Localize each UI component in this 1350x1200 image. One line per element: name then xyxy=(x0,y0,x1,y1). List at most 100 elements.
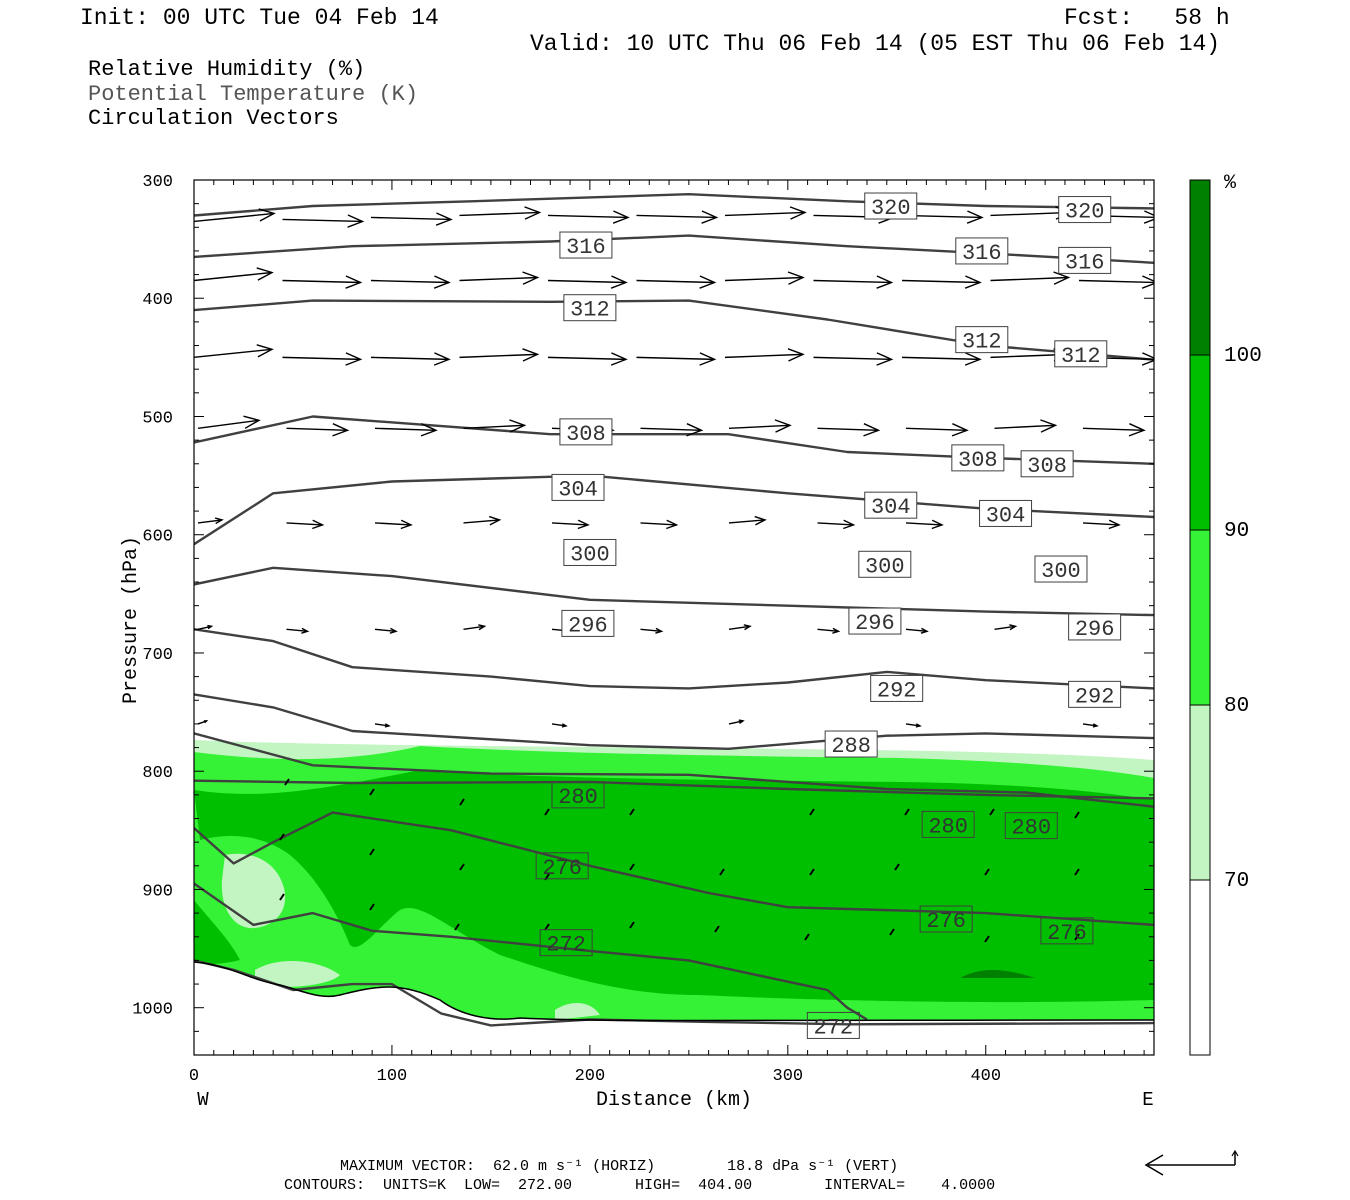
small-vector xyxy=(809,868,815,876)
theta-label-308: 308 xyxy=(559,418,613,447)
vector-arrow xyxy=(994,419,1058,433)
vector-arrow xyxy=(1078,275,1154,289)
theta-label-300: 300 xyxy=(858,550,912,579)
rh-90-100-region xyxy=(194,900,240,965)
small-vector xyxy=(459,798,465,806)
vector-arrow xyxy=(282,275,363,289)
vector-arrow xyxy=(905,423,969,437)
vector-arrow xyxy=(194,344,274,359)
theta-contour-292 xyxy=(194,693,1154,750)
small-vector xyxy=(984,935,990,943)
vector-arrow xyxy=(640,627,664,634)
theta-label-304: 304 xyxy=(864,491,918,520)
contour-info-note: CONTOURS: UNITS=K LOW= 272.00 HIGH= 404.… xyxy=(284,1177,996,1194)
small-vector xyxy=(989,808,995,816)
svg-text:272: 272 xyxy=(814,1015,854,1040)
vector-arrow xyxy=(724,206,807,220)
theta-label-292: 292 xyxy=(1068,680,1122,709)
svg-text:312: 312 xyxy=(1061,344,1101,369)
forecast-hour: Fcst: 58 h xyxy=(1064,5,1230,31)
vector-arrow xyxy=(905,723,922,728)
x-tick-label: 0 xyxy=(189,1067,199,1086)
theta-contour-308 xyxy=(194,415,1154,465)
small-vector xyxy=(544,808,550,816)
vector-arrow xyxy=(370,275,451,289)
small-vector xyxy=(279,833,285,841)
vector-arrow xyxy=(370,212,453,226)
theta-label-296: 296 xyxy=(848,607,902,636)
y-tick-label: 1000 xyxy=(132,1001,173,1020)
theta-label-296: 296 xyxy=(1068,613,1122,642)
theta-contour-280 xyxy=(194,811,1154,927)
legend-relative-humidity: Relative Humidity (%) xyxy=(88,57,366,82)
vector-arrow xyxy=(197,720,209,725)
small-vector xyxy=(904,808,910,816)
theta-label-276: 276 xyxy=(535,852,589,881)
vector-arrow xyxy=(905,627,929,634)
theta-label-280: 280 xyxy=(921,810,975,839)
rh-70-80-region xyxy=(555,1003,600,1020)
vector-arrow xyxy=(197,624,214,631)
vector-arrow xyxy=(1082,423,1146,437)
theta-label-316: 316 xyxy=(955,237,1009,266)
small-vector xyxy=(459,863,465,871)
max-vector-note: MAXIMUM VECTOR: 62.0 m s⁻¹ (HORIZ) 18.8 … xyxy=(340,1158,899,1175)
theta-contour-296 xyxy=(194,628,1154,690)
vector-arrow xyxy=(817,423,881,437)
vector-arrow xyxy=(817,627,841,634)
y-tick-label: 500 xyxy=(142,409,173,428)
colorbar-unit: % xyxy=(1224,172,1237,195)
vector-arrow xyxy=(636,275,717,289)
vector-arrow xyxy=(194,208,276,223)
svg-text:280: 280 xyxy=(1011,816,1051,841)
vector-arrow xyxy=(463,515,502,526)
svg-text:320: 320 xyxy=(871,196,911,221)
colorbar-band xyxy=(1189,179,1211,356)
vector-arrow xyxy=(728,719,745,725)
vector-arrow xyxy=(547,352,628,366)
vector-arrow xyxy=(547,275,628,289)
y-tick-label: 800 xyxy=(142,764,173,783)
vector-arrow xyxy=(286,627,310,634)
small-vector xyxy=(719,868,725,876)
theta-label-312: 312 xyxy=(955,326,1009,355)
vector-arrow xyxy=(1082,519,1121,530)
svg-text:316: 316 xyxy=(962,241,1002,266)
svg-text:296: 296 xyxy=(568,613,608,638)
vector-arrow xyxy=(370,352,451,366)
svg-text:300: 300 xyxy=(865,554,905,579)
colorbar-level-label: 100 xyxy=(1224,345,1262,368)
y-tick-label: 600 xyxy=(142,528,173,547)
colorbar-band xyxy=(1189,879,1211,1056)
small-vector xyxy=(629,808,635,816)
svg-text:316: 316 xyxy=(566,235,606,260)
vector-arrow xyxy=(547,210,630,224)
small-vector xyxy=(369,903,375,911)
vector-arrow xyxy=(636,210,719,224)
legend-circulation-vectors: Circulation Vectors xyxy=(88,106,339,131)
vector-arrow xyxy=(286,519,325,530)
svg-text:308: 308 xyxy=(958,448,998,473)
vector-arrow xyxy=(282,214,365,228)
svg-text:304: 304 xyxy=(871,495,911,520)
small-vector xyxy=(1074,811,1080,819)
reference-vector xyxy=(1144,1149,1239,1176)
vector-arrow xyxy=(459,206,542,220)
west-label: W xyxy=(197,1089,209,1111)
small-vector xyxy=(984,868,990,876)
theta-label-320: 320 xyxy=(864,192,918,221)
axes: 300 400 500 600 700 800 900 1000 0 100 200 300 400 xyxy=(132,173,1154,1086)
theta-label-276: 276 xyxy=(1040,917,1094,946)
terrain-below-surface xyxy=(194,962,1154,1055)
x-tick-label: 100 xyxy=(377,1067,408,1086)
svg-text:280: 280 xyxy=(928,814,968,839)
svg-text:296: 296 xyxy=(855,611,895,636)
svg-text:304: 304 xyxy=(558,477,598,502)
small-vector xyxy=(279,893,285,901)
theta-contour-300 xyxy=(194,566,1154,617)
small-vector xyxy=(894,863,900,871)
vector-arrow xyxy=(640,423,704,437)
theta-contour-276 xyxy=(194,882,868,1021)
